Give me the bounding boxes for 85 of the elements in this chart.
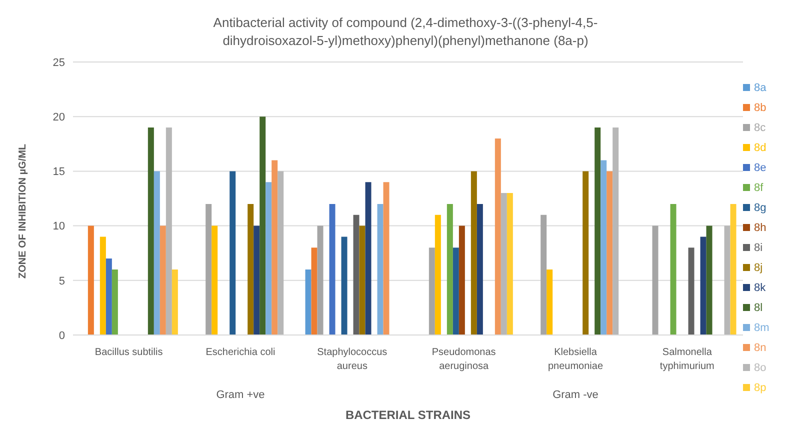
x-tick-label: Bacillus subtilis (94, 347, 163, 358)
bar (506, 193, 513, 335)
x-tick-label: Staphylococcus aureus (317, 347, 388, 372)
bar (166, 128, 172, 335)
bar (359, 226, 366, 335)
bar (248, 204, 254, 335)
bar (612, 128, 619, 335)
legend-label: 8b (754, 102, 766, 114)
bar (476, 204, 483, 335)
bar (470, 171, 477, 335)
bar (540, 214, 547, 335)
bar (100, 236, 106, 335)
bar (377, 204, 384, 335)
legend-label: 8n (754, 342, 766, 354)
bar (353, 214, 360, 335)
bar (383, 182, 390, 335)
bar (365, 182, 372, 335)
bar (230, 171, 236, 335)
bar (452, 248, 459, 335)
bar (305, 269, 312, 335)
bar (706, 226, 712, 335)
bar (494, 138, 501, 335)
bar (446, 204, 453, 335)
chart-title: Antibacterial activity of compound (2,4-dimethoxy-3-((3-phenyl-4,5-dihydroisoxazol-5-yl)methoxy)phenyl)(phenyl)methanone (8a-p) (212, 14, 599, 50)
bar (329, 204, 336, 335)
legend-label: 8l (754, 302, 763, 314)
x-tick-label: Salmonella typhimurium (660, 347, 714, 372)
bar (172, 269, 178, 335)
bar (434, 214, 441, 335)
legend-label: 8a (754, 82, 766, 94)
legend-label: 8e (754, 162, 766, 174)
bar (106, 258, 112, 335)
legend-label: 8k (754, 282, 766, 294)
bar (112, 269, 118, 335)
text: Gram -ve (552, 389, 598, 401)
bar (254, 226, 260, 335)
legend-label: 8d (754, 142, 766, 154)
y-axis-title: ZONE OF INHIBITION µG/ML (18, 144, 29, 278)
bar (212, 226, 218, 335)
bar (311, 248, 318, 335)
legend-label: 8h (754, 222, 766, 234)
bar (724, 226, 730, 335)
bar (154, 171, 160, 335)
x-axis-title: BACTERIAL STRAINS (345, 408, 471, 422)
bar (700, 236, 706, 335)
bar (500, 193, 507, 335)
legend-label: 8f (754, 182, 764, 194)
bar (546, 269, 553, 335)
bar (594, 128, 601, 335)
bar (670, 204, 676, 335)
bar (730, 204, 736, 335)
bar (148, 128, 154, 335)
bar (317, 226, 324, 335)
y-tick-label: 0 (58, 330, 65, 342)
legend-label: 8m (754, 322, 770, 334)
bar (600, 160, 607, 335)
legend-label: 8o (754, 362, 766, 374)
bar (341, 236, 348, 335)
legend-label: 8c (754, 122, 766, 134)
bar (278, 171, 284, 335)
y-tick-label: 25 (52, 56, 65, 69)
x-tick-label: Klebsiella pneumoniae (548, 347, 604, 372)
bar (266, 182, 272, 335)
bar (606, 171, 613, 335)
bar (88, 226, 94, 335)
bar (428, 248, 435, 335)
x-tick-label: Pseudomonas aeruginosa (432, 347, 496, 372)
y-tick-label: 10 (52, 220, 65, 233)
bar (652, 226, 658, 335)
legend-label: 8p (754, 382, 766, 394)
bar (458, 226, 465, 335)
bar (260, 116, 266, 335)
y-tick-label: 15 (52, 166, 65, 178)
y-tick-label: 5 (58, 275, 65, 288)
legend-label: 8i (754, 242, 763, 254)
bar (582, 171, 589, 335)
bar (206, 204, 212, 335)
legend-label: 8g (754, 202, 766, 214)
x-tick-label: Escherichia coli (206, 347, 276, 358)
text: Gram +ve (216, 389, 265, 401)
bar (160, 226, 166, 335)
bar (272, 160, 278, 335)
bar (688, 248, 694, 335)
y-tick-label: 20 (52, 112, 65, 124)
legend-label: 8j (754, 262, 763, 274)
